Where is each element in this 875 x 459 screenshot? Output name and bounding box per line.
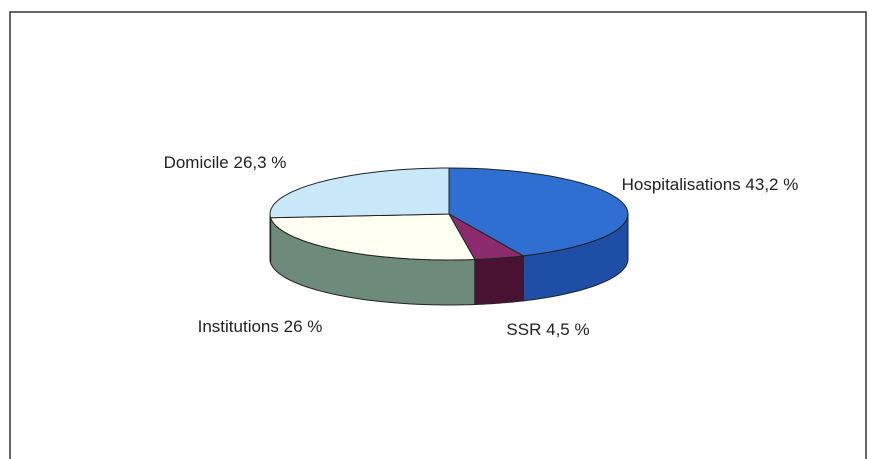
- value-label: 4,5 %: [546, 320, 590, 339]
- slice-side: [474, 255, 524, 305]
- chart-frame: [9, 11, 867, 459]
- slice: [269, 213, 476, 261]
- category-label: Institutions: [197, 317, 279, 336]
- value-label: 43,2 %: [745, 175, 799, 194]
- slice-label: Hospitalisations 43,2 %: [620, 174, 800, 196]
- slice-side: [269, 214, 272, 264]
- value-label: 26,3 %: [233, 153, 287, 172]
- category-label: SSR: [506, 320, 542, 339]
- slice-label: Institutions 26 %: [180, 316, 340, 338]
- slice: [447, 212, 525, 260]
- category-label: Domicile: [163, 153, 229, 172]
- category-label: Hospitalisations: [621, 175, 741, 194]
- slice-label: SSR 4,5 %: [468, 319, 628, 341]
- value-label: 26 %: [283, 317, 323, 336]
- slice-label: Domicile 26,3 %: [130, 152, 320, 174]
- slice: [448, 167, 629, 257]
- slice: [269, 167, 450, 219]
